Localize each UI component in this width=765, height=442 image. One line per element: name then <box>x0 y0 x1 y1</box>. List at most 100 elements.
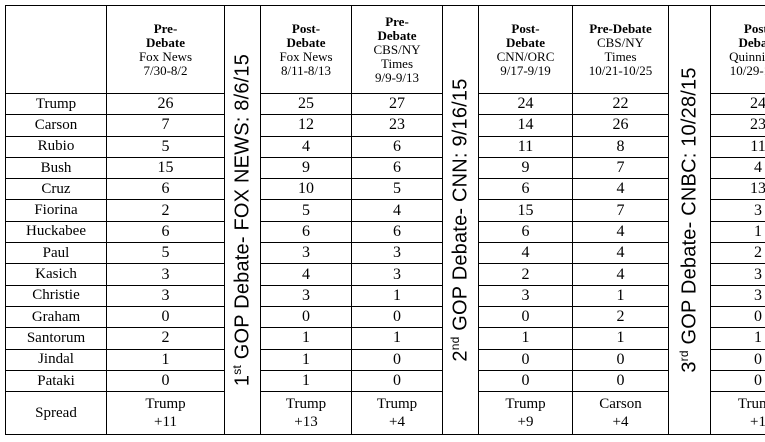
spread-value: Trump+1 <box>710 391 765 436</box>
poll-value: 6 <box>260 220 352 244</box>
poll-value: 3 <box>260 242 352 265</box>
poll-value: 27 <box>351 92 443 116</box>
poll-value: 25 <box>260 92 352 116</box>
poll-value: 8 <box>572 135 669 158</box>
table-row: Huckabee 6 6 6 6 4 1 <box>5 220 765 244</box>
poll-value: 3 <box>710 199 765 222</box>
poll-value: 0 <box>351 348 443 371</box>
spread-value: Trump +4 <box>351 391 443 436</box>
poll-value: 6 <box>478 220 573 244</box>
poll-value: 11 <box>710 135 765 158</box>
poll-value: 9 <box>478 156 573 180</box>
poll-value: 10 <box>260 178 352 201</box>
poll-value: 23 <box>351 114 443 137</box>
poll-value: 2 <box>710 242 765 265</box>
header-line: 9/9-9/13 <box>374 69 420 85</box>
poll-value: 3 <box>260 284 352 307</box>
debate-label: 1st GOP Debate- FOX NEWS: 8/6/15 <box>229 53 254 386</box>
poll-value: 1 <box>478 327 573 350</box>
poll-value: 4 <box>478 242 573 265</box>
poll-value: 4 <box>260 135 352 158</box>
header-line: CBS/NY <box>597 34 644 50</box>
poll-value: 4 <box>710 156 765 180</box>
poll-value: 15 <box>478 199 573 222</box>
header-line: 7/30-8/2 <box>143 62 188 78</box>
header-line: Times <box>380 55 414 71</box>
spread-margin: +11 <box>154 414 177 431</box>
header-line: CNN/ORC <box>496 48 555 64</box>
spread-label: Spread <box>5 391 107 436</box>
header-top: Post- <box>291 20 321 36</box>
poll-value: 3 <box>478 284 573 307</box>
spread-value: Trump +11 <box>106 391 225 436</box>
spread-margin: +9 <box>517 414 534 431</box>
poll-value: 9 <box>260 156 352 180</box>
poll-value: 1 <box>572 284 669 307</box>
poll-value: 6 <box>106 178 225 201</box>
poll-value: 7 <box>572 199 669 222</box>
debate-ordinal-suffix: st <box>229 365 244 375</box>
table-row: Carson 7 12 23 14 26 23 <box>5 114 765 137</box>
poll-value: 0 <box>351 369 443 393</box>
poll-value: 4 <box>260 263 352 286</box>
candidate-name: Trump <box>5 92 107 116</box>
header-top: Pre- <box>153 20 178 36</box>
header-bold: Debate <box>506 34 545 50</box>
spread-leader: Carson <box>599 396 642 413</box>
spread-leader: Trump <box>505 396 546 413</box>
poll-value: 0 <box>572 369 669 393</box>
poll-value: 1 <box>260 369 352 393</box>
poll-value: 23 <box>710 114 765 137</box>
polling-table: Pre- Debate Fox News 7/30-8/2 1st GOP Debat… <box>5 4 765 436</box>
poll-value: 1 <box>260 327 352 350</box>
poll-value: 24 <box>710 92 765 116</box>
column-header: Pre-Debate CBS/NY Times 10/21-10/25 <box>572 5 669 94</box>
poll-value: 0 <box>478 305 573 329</box>
poll-value: 5 <box>351 178 443 201</box>
corner-cell <box>5 5 107 94</box>
poll-value: 3 <box>106 263 225 286</box>
spread-leader: Trump <box>376 396 418 413</box>
poll-value: 0 <box>260 305 352 329</box>
spread-margin: +13 <box>294 414 318 431</box>
poll-value: 3 <box>351 263 443 286</box>
candidate-name: Christie <box>5 284 107 307</box>
poll-value: 15 <box>106 156 225 180</box>
debate-title: GOP Debate- FOX NEWS: 8/6/15 <box>231 53 253 366</box>
poll-value: 2 <box>478 263 573 286</box>
spread-row: Spread Trump +11 Trump +13 Trump +4 Trump +9 Cars… <box>5 391 765 436</box>
poll-value: 1 <box>351 327 443 350</box>
poll-value: 1 <box>710 220 765 244</box>
column-header: Post- Debate CNN/ORC 9/17-9/19 <box>478 5 573 94</box>
poll-value: 24 <box>478 92 573 116</box>
column-header: Pre- Debate CBS/NY Times 9/9-9/13 <box>351 5 443 94</box>
poll-value: 7 <box>572 156 669 180</box>
table-row: Cruz 6 10 5 6 4 13 <box>5 178 765 201</box>
debate-title: GOP Debate- CNBC: 10/28/15 <box>678 67 700 351</box>
poll-value: 22 <box>572 92 669 116</box>
header-line: 9/17-9/19 <box>500 62 551 78</box>
header-bold: Debate <box>738 34 765 50</box>
table-row: Paul 5 3 3 4 4 2 <box>5 242 765 265</box>
header-top: Post- <box>511 20 540 36</box>
poll-value: 6 <box>351 135 443 158</box>
debate-ordinal: 3 <box>678 361 700 373</box>
table-row: Santorum 2 1 1 1 1 1 <box>5 327 765 350</box>
poll-value: 3 <box>351 242 443 265</box>
header-line: 10/21-10/25 <box>588 62 653 78</box>
poll-value: 2 <box>106 199 225 222</box>
poll-value: 0 <box>710 369 765 393</box>
debate-ordinal-suffix: rd <box>676 350 691 362</box>
poll-value: 0 <box>572 348 669 371</box>
candidate-name: Kasich <box>5 263 107 286</box>
poll-value: 3 <box>106 284 225 307</box>
table-row: Trump 26 25 27 24 22 24 <box>5 92 765 116</box>
poll-value: 6 <box>351 156 443 180</box>
header-line: 10/29-11/2 <box>729 62 765 78</box>
header-bold: Debate <box>146 34 185 50</box>
spread-value: Carson +4 <box>572 391 669 436</box>
candidate-name: Bush <box>5 156 107 180</box>
poll-value: 6 <box>351 220 443 244</box>
poll-value: 5 <box>106 242 225 265</box>
poll-value: 2 <box>572 305 669 329</box>
